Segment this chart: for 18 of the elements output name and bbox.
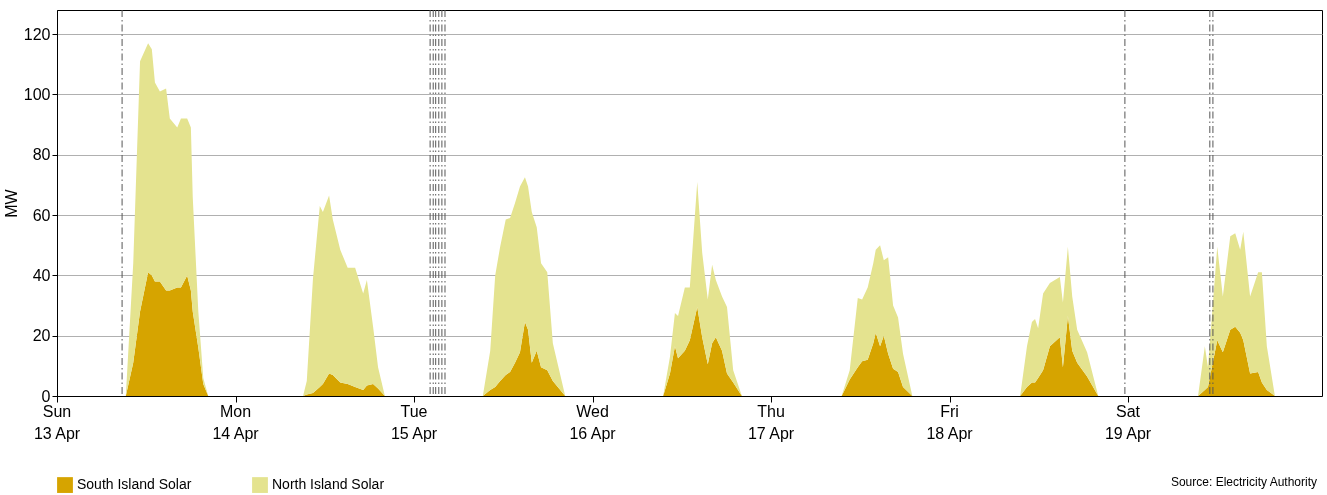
x-tick-label: Wed 16 Apr: [569, 403, 617, 442]
x-tick-label: Tue 15 Apr: [390, 403, 438, 442]
legend-label: South Island Solar: [77, 476, 192, 493]
y-tick-label: 120: [23, 25, 51, 43]
y-tick-label: 100: [23, 85, 51, 103]
y-tick-label: 0: [41, 387, 51, 405]
y-tick-label: 20: [32, 327, 51, 345]
x-tick-label: Fri 18 Apr: [926, 403, 974, 442]
x-tick-label: Sun 13 Apr: [33, 403, 81, 442]
legend-label: North Island Solar: [272, 476, 385, 493]
source-note: Source: Electricity Authority: [1170, 475, 1317, 489]
y-tick-label: 40: [32, 266, 51, 284]
y-tick-label: 80: [32, 146, 51, 164]
x-tick-label: Thu 17 Apr: [747, 403, 795, 442]
x-tick-label: Mon 14 Apr: [212, 403, 260, 442]
y-axis-title: MW: [2, 188, 20, 218]
x-tick-label: Sat 19 Apr: [1104, 403, 1152, 442]
y-tick-label: 60: [32, 206, 51, 224]
